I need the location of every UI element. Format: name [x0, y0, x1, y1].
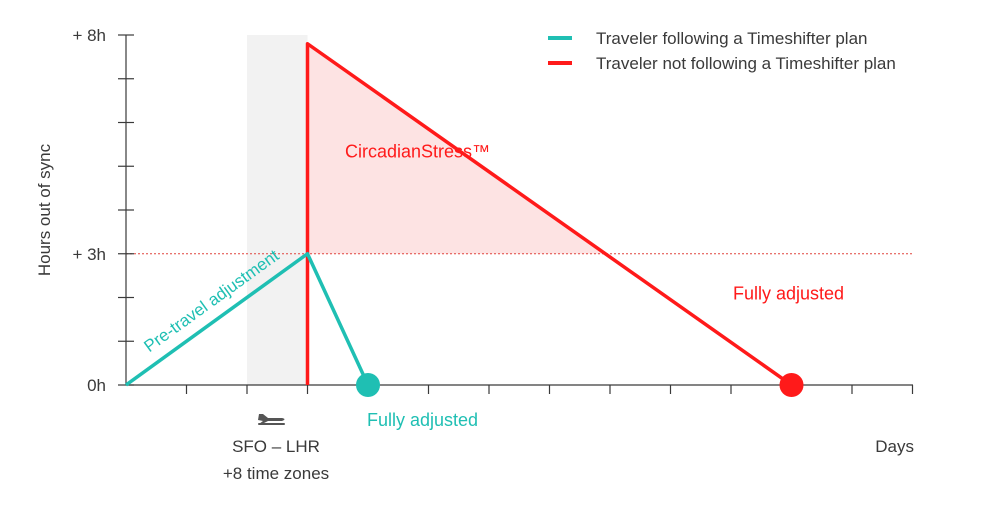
- series-end-point-without-plan: [779, 373, 804, 397]
- circadian-stress-label: CircadianStress™: [345, 142, 490, 162]
- time-zones-label: +8 time zones: [223, 464, 329, 483]
- flight-route-label: SFO – LHR: [232, 437, 320, 456]
- y-tick-label: + 3h: [72, 245, 106, 264]
- x-axis-title: Days: [875, 437, 914, 456]
- legend-label-without-plan: Traveler not following a Timeshifter pla…: [596, 54, 896, 73]
- airplane-icon: [258, 414, 285, 425]
- legend: Traveler following a Timeshifter plan Tr…: [548, 29, 896, 73]
- legend-label-with-plan: Traveler following a Timeshifter plan: [596, 29, 868, 48]
- fully-adjusted-label-without-plan: Fully adjusted: [733, 284, 844, 304]
- x-axis-ticks: [185, 385, 914, 394]
- y-axis-ticks: [118, 34, 134, 386]
- series-end-point-with-plan: [356, 373, 380, 397]
- series-line-without-plan: [305, 42, 793, 387]
- y-axis-tick-labels: 0h + 3h + 8h: [72, 26, 106, 395]
- y-axis-title: Hours out of sync: [35, 143, 54, 276]
- series-line-with-plan: [124, 252, 370, 387]
- y-tick-label: + 8h: [72, 26, 106, 45]
- fully-adjusted-label-with-plan: Fully adjusted: [367, 410, 478, 430]
- travel-window-band: [247, 35, 308, 385]
- y-tick-label: 0h: [87, 376, 106, 395]
